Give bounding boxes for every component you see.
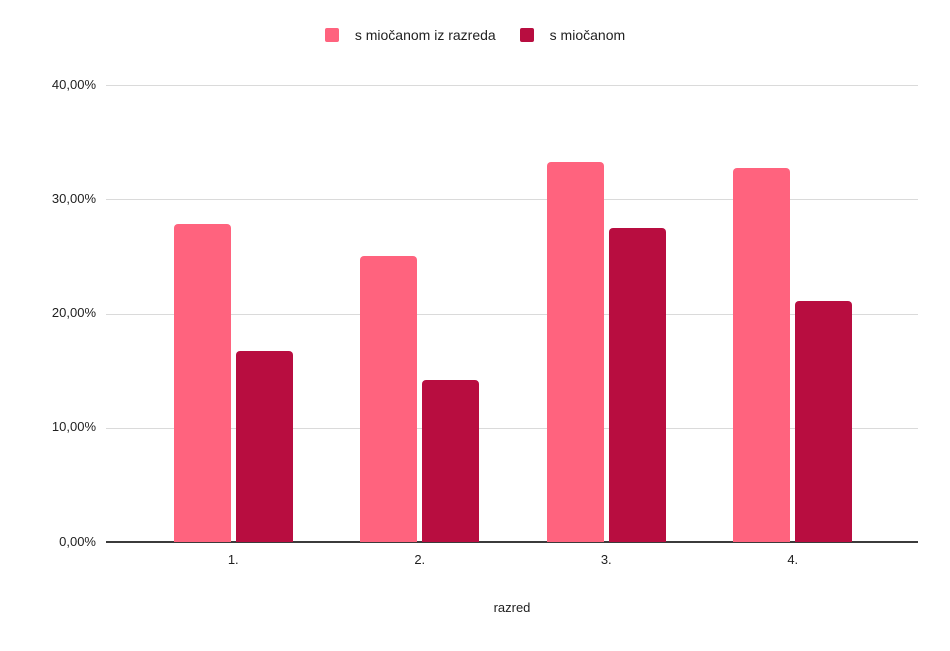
legend-label: s miočanom iz razreda [354, 27, 496, 43]
x-axis-line [106, 541, 918, 543]
bar-s-miočanom-iz-razreda[interactable] [733, 168, 791, 542]
legend-swatch-pink [324, 28, 339, 42]
gridline-30pct [106, 199, 918, 201]
bar-s-miočanom-iz-razreda[interactable] [360, 256, 418, 542]
legend-label: s miočanom [549, 27, 626, 43]
y-tick-label: 30,00% [51, 191, 96, 206]
bar-group-2 [327, 85, 514, 542]
legend-swatch-crimson [519, 28, 534, 42]
bar-s-miočanom[interactable] [235, 351, 293, 542]
bar-s-miočanom[interactable] [795, 300, 853, 542]
x-tick-label: 1. [227, 552, 239, 567]
y-tick-label: 40,00% [51, 77, 96, 92]
bar-group-3 [513, 85, 700, 542]
bar-group-4 [700, 85, 887, 542]
bar-s-miočanom[interactable] [608, 227, 666, 542]
x-axis-labels: 1. 2. 3. 4. [140, 552, 886, 567]
legend: s miočanom iz razreda s miočanom [0, 27, 950, 43]
bar-s-miočanom[interactable] [422, 379, 480, 542]
plot-area [106, 85, 918, 543]
x-axis-title: razred [493, 600, 531, 615]
x-tick-label: 2. [414, 552, 426, 567]
legend-item-series-1[interactable]: s miočanom iz razreda [324, 27, 496, 43]
x-tick-label: 4. [787, 552, 799, 567]
y-tick-label: 20,00% [51, 305, 96, 320]
bar-s-miočanom-iz-razreda[interactable] [173, 224, 231, 542]
y-tick-label: 0,00% [59, 534, 96, 549]
bars-container [140, 85, 886, 542]
bar-group-1 [140, 85, 327, 542]
legend-item-series-2[interactable]: s miočanom [519, 27, 626, 43]
x-tick-label: 3. [600, 552, 612, 567]
gridline-10pct [106, 427, 918, 429]
y-tick-label: 10,00% [51, 419, 96, 434]
bar-s-miočanom-iz-razreda[interactable] [546, 161, 604, 542]
gridline-20pct [106, 313, 918, 315]
gridline-40pct [106, 85, 918, 86]
